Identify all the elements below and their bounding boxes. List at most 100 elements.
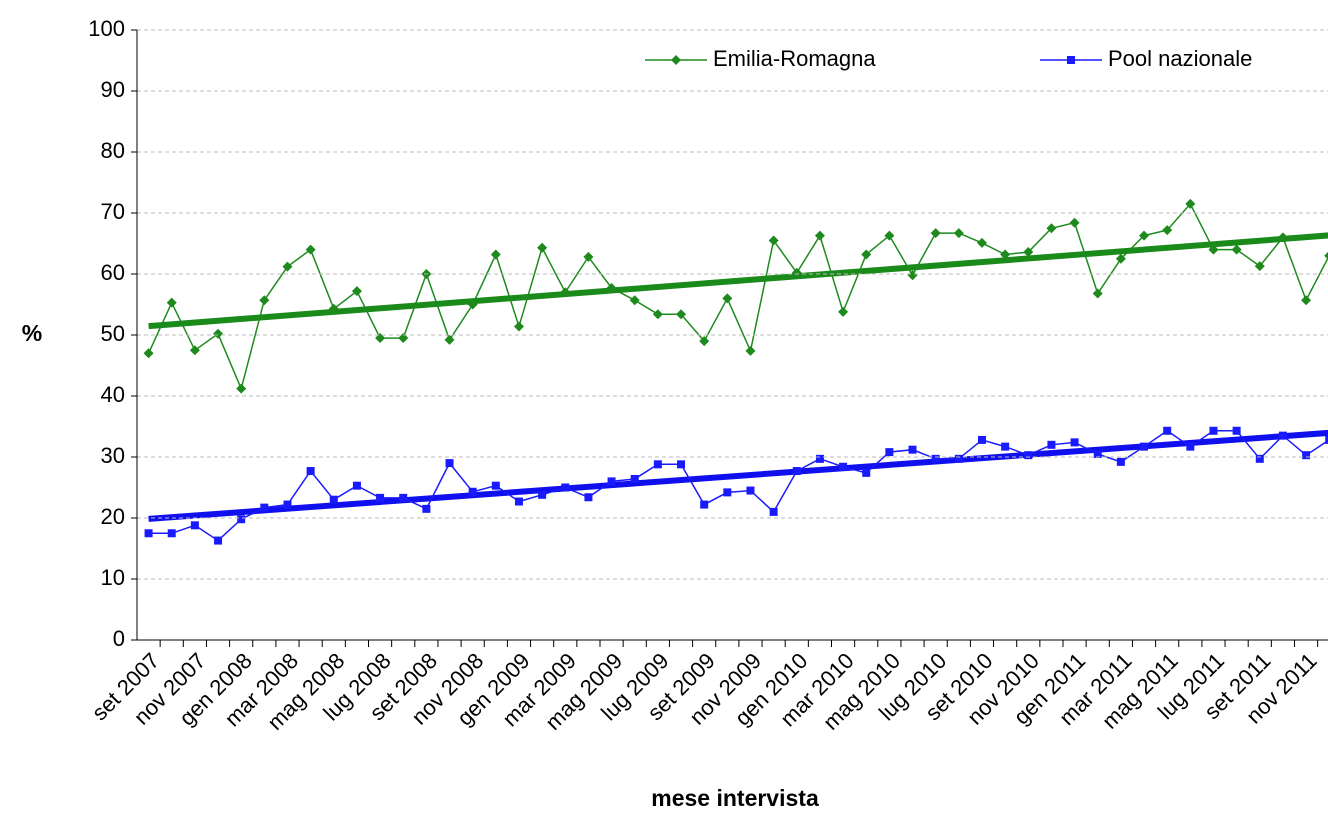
data-point xyxy=(259,295,270,306)
data-point xyxy=(491,481,500,490)
y-tick-label: 80 xyxy=(101,138,125,163)
data-point xyxy=(167,529,176,538)
trendline xyxy=(148,429,1328,522)
data-point xyxy=(1162,225,1173,236)
data-point xyxy=(1255,454,1264,463)
data-point xyxy=(329,495,338,504)
data-point xyxy=(792,467,801,476)
y-tick-label: 60 xyxy=(101,260,125,285)
data-point xyxy=(699,336,710,347)
data-point xyxy=(305,244,316,255)
data-point xyxy=(376,493,385,502)
data-point xyxy=(814,230,825,241)
plot-area xyxy=(143,198,1328,545)
data-point xyxy=(583,251,594,262)
data-point xyxy=(352,481,361,490)
data-point xyxy=(237,515,246,524)
y-tick-label: 0 xyxy=(113,626,125,651)
data-point xyxy=(746,486,755,495)
data-point xyxy=(931,454,940,463)
data-point xyxy=(467,299,478,310)
data-point xyxy=(1163,426,1172,435)
legend-marker xyxy=(671,55,681,65)
data-point xyxy=(444,334,455,345)
data-point xyxy=(445,459,454,468)
data-point xyxy=(398,333,409,344)
y-tick-label: 50 xyxy=(101,321,125,346)
data-point xyxy=(1093,449,1102,458)
y-tick-label: 40 xyxy=(101,382,125,407)
data-point xyxy=(745,345,756,356)
legend-label: Pool nazionale xyxy=(1108,46,1252,71)
data-point xyxy=(1046,223,1057,234)
data-point xyxy=(791,267,802,278)
trendline xyxy=(148,232,1328,330)
y-tick-label: 10 xyxy=(101,565,125,590)
data-point xyxy=(1140,442,1149,451)
data-point xyxy=(1116,457,1125,466)
data-point xyxy=(954,454,963,463)
data-point xyxy=(468,487,477,496)
data-point xyxy=(630,474,639,483)
data-point xyxy=(1302,451,1311,460)
data-point xyxy=(514,497,523,506)
data-point xyxy=(838,306,849,317)
data-point xyxy=(260,503,269,512)
data-point xyxy=(283,500,292,509)
data-point xyxy=(490,249,501,260)
data-point xyxy=(862,468,871,477)
data-point xyxy=(328,303,339,314)
legend-label: Emilia-Romagna xyxy=(713,46,876,71)
data-point xyxy=(652,309,663,320)
data-point xyxy=(513,321,524,332)
data-point xyxy=(839,462,848,471)
data-point xyxy=(282,261,293,272)
data-point xyxy=(953,228,964,239)
data-point xyxy=(977,435,986,444)
data-point xyxy=(236,383,247,394)
data-point xyxy=(537,242,548,253)
y-tick-label: 90 xyxy=(101,77,125,102)
data-point xyxy=(1186,442,1195,451)
x-axis-title: mese intervista xyxy=(651,785,819,811)
data-point xyxy=(815,454,824,463)
data-point xyxy=(561,483,570,492)
data-point xyxy=(1278,431,1287,440)
data-point xyxy=(1023,247,1034,258)
data-point xyxy=(677,460,686,469)
data-point xyxy=(375,333,386,344)
data-point xyxy=(930,228,941,239)
data-point xyxy=(306,467,315,476)
y-tick-label: 70 xyxy=(101,199,125,224)
data-point xyxy=(700,500,709,509)
data-point xyxy=(1070,438,1079,447)
data-point xyxy=(538,490,547,499)
data-point xyxy=(606,283,617,294)
data-point xyxy=(722,293,733,304)
data-point xyxy=(1115,253,1126,264)
series-line xyxy=(147,202,1328,392)
data-point xyxy=(884,230,895,241)
data-point xyxy=(629,295,640,306)
data-point xyxy=(351,286,362,297)
data-point xyxy=(1047,440,1056,449)
data-point xyxy=(584,493,593,502)
data-point xyxy=(885,448,894,457)
data-point xyxy=(1069,217,1080,228)
data-point xyxy=(1301,295,1312,306)
data-point xyxy=(1185,198,1196,209)
data-point xyxy=(1092,288,1103,299)
data-point xyxy=(861,249,872,260)
data-point xyxy=(166,297,177,308)
data-point xyxy=(607,477,616,486)
data-point xyxy=(723,488,732,497)
data-point xyxy=(907,270,918,281)
data-point xyxy=(908,445,917,454)
data-point xyxy=(769,507,778,516)
y-tick-label: 20 xyxy=(101,504,125,529)
y-tick-label: 100 xyxy=(88,16,125,41)
data-point xyxy=(1231,244,1242,255)
data-point xyxy=(1324,251,1328,260)
data-point xyxy=(1232,426,1241,435)
